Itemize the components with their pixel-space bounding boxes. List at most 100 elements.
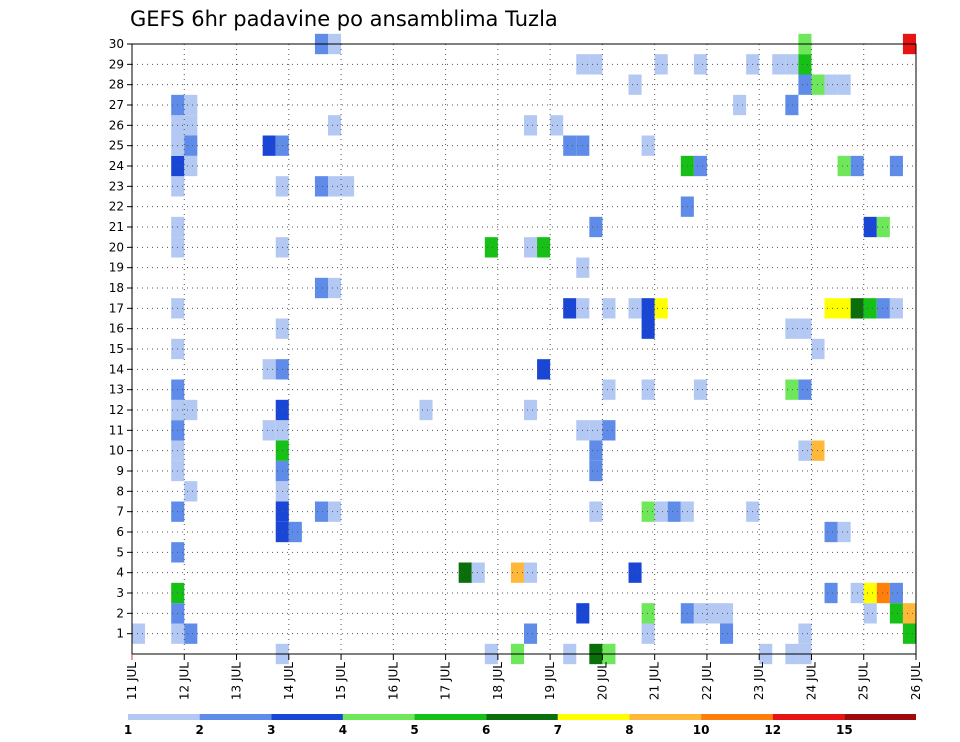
- cell-148: [863, 298, 877, 319]
- cell-23: [184, 155, 198, 177]
- cell-92: [641, 623, 655, 644]
- cell-20: [184, 623, 198, 644]
- cell-71: [563, 135, 577, 156]
- cell-126: [798, 440, 812, 461]
- cell-118: [772, 54, 786, 75]
- y-tick-label-12: 12: [109, 403, 124, 417]
- cell-83: [589, 216, 603, 238]
- cell-108: [693, 379, 707, 400]
- cell-64: [524, 237, 538, 258]
- cell-84: [589, 54, 603, 75]
- colorbar-swatch-5: [486, 714, 558, 720]
- cell-127: [798, 379, 812, 400]
- cell-67: [537, 237, 551, 258]
- cell-135: [824, 582, 838, 604]
- y-tick-label-14: 14: [109, 362, 124, 376]
- colorbar-swatch-4: [414, 714, 487, 720]
- cell-66: [537, 359, 551, 380]
- cell-142: [837, 155, 851, 177]
- colorbar-label-6: 6: [482, 723, 490, 737]
- x-tick-label-10: 21 JUL: [648, 662, 662, 700]
- cell-150: [876, 582, 890, 604]
- cell-63: [524, 399, 538, 421]
- cell-112: [720, 623, 734, 644]
- colorbar-swatch-7: [629, 714, 702, 720]
- cell-129: [798, 74, 812, 95]
- y-tick-label-28: 28: [109, 78, 124, 92]
- y-tick-label-10: 10: [109, 444, 124, 458]
- cell-121: [785, 318, 799, 339]
- x-tick-label-11: 22 JUL: [700, 662, 714, 700]
- cell-86: [602, 420, 616, 441]
- cell-54: [419, 399, 433, 421]
- colorbar-label-12: 12: [764, 723, 781, 737]
- cell-113: [720, 603, 734, 624]
- cell-138: [824, 74, 838, 95]
- colorbar-label-10: 10: [693, 723, 710, 737]
- cell-120: [785, 379, 799, 400]
- y-tick-label-17: 17: [109, 301, 124, 315]
- cell-51: [328, 115, 342, 136]
- y-tick-label-6: 6: [116, 525, 124, 539]
- x-tick-label-8: 19 JUL: [543, 662, 557, 700]
- cell-146: [863, 603, 877, 624]
- colorbar-label-4: 4: [339, 723, 347, 737]
- cell-156: [889, 155, 903, 177]
- cell-21: [184, 481, 198, 502]
- x-axis-ticks: 11 JUL 12 JUL 13 JUL 14 JUL 15 JUL 16 JUL 17 J…: [125, 654, 923, 700]
- cell-94: [641, 501, 655, 522]
- cell-44: [314, 501, 328, 522]
- cell-155: [889, 298, 903, 319]
- cell-139: [837, 521, 851, 543]
- x-tick-label-0: 11 JUL: [125, 662, 139, 700]
- cell-123: [785, 54, 799, 75]
- cell-102: [667, 501, 681, 522]
- x-tick-label-4: 15 JUL: [334, 662, 348, 700]
- grid: [132, 43, 916, 654]
- y-tick-label-25: 25: [109, 139, 124, 153]
- cell-111: [706, 603, 720, 624]
- cell-137: [824, 298, 838, 319]
- cell-122: [785, 94, 799, 116]
- cell-89: [628, 562, 642, 583]
- cell-70: [563, 298, 577, 319]
- cell-125: [798, 623, 812, 644]
- cell-55: [458, 562, 472, 583]
- colorbar-label-7: 7: [554, 723, 562, 737]
- cell-68: [550, 115, 564, 136]
- cell-56: [471, 562, 485, 583]
- colorbar-label-3: 3: [267, 723, 275, 737]
- y-tick-label-24: 24: [109, 159, 124, 173]
- x-tick-label-14: 25 JUL: [857, 662, 871, 700]
- cell-109: [693, 155, 707, 177]
- cell-49: [328, 277, 342, 299]
- cell-107: [693, 603, 707, 624]
- cell-128: [798, 318, 812, 339]
- colorbar-label-15: 15: [836, 723, 853, 737]
- cell-87: [602, 379, 616, 400]
- cell-110: [693, 54, 707, 75]
- cell-81: [589, 440, 603, 461]
- cell-153: [889, 603, 903, 624]
- cell-96: [641, 318, 655, 339]
- cell-46: [314, 176, 328, 197]
- cell-157: [902, 623, 916, 644]
- cell-26: [184, 94, 198, 116]
- cell-65: [524, 115, 538, 136]
- cell-82: [589, 420, 603, 441]
- colorbar-label-2: 2: [195, 723, 203, 737]
- y-tick-label-7: 7: [116, 505, 124, 519]
- y-tick-label-2: 2: [116, 606, 124, 620]
- y-tick-label-30: 30: [109, 37, 124, 51]
- cell-147: [863, 582, 877, 604]
- colorbar-swatch-8: [701, 714, 773, 720]
- cell-50: [328, 176, 342, 197]
- y-tick-label-21: 21: [109, 220, 124, 234]
- cell-93: [641, 603, 655, 624]
- x-tick-label-3: 14 JUL: [282, 662, 296, 700]
- y-tick-label-27: 27: [109, 98, 124, 112]
- y-tick-label-26: 26: [109, 118, 124, 132]
- cell-100: [654, 298, 668, 319]
- colorbar-label-1: 1: [124, 723, 132, 737]
- cell-58: [484, 237, 498, 258]
